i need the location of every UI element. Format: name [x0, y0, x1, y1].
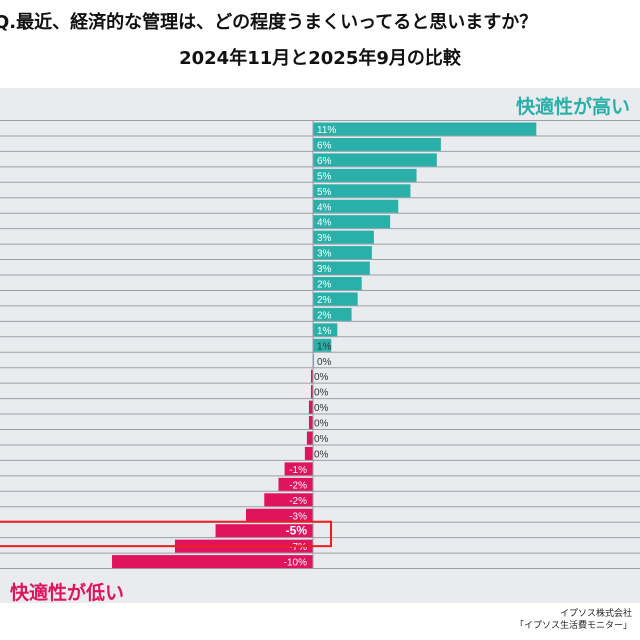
data-label: 0%: [314, 403, 329, 414]
source-note: イプソス株式会社 「イプソス生活費モニター」: [515, 608, 632, 632]
bar: [306, 431, 313, 445]
data-label: 3%: [317, 233, 332, 244]
bar: [308, 400, 313, 414]
bar: [278, 477, 313, 491]
bar: [246, 508, 313, 522]
data-label: 0%: [314, 419, 329, 430]
chart-title: Q.最近、経済的な管理は、どの程度うまくいってると思いますか？: [0, 12, 538, 33]
data-label: 1%: [317, 326, 332, 337]
bar: [112, 555, 313, 569]
data-label: 2%: [317, 310, 332, 321]
bar: [313, 277, 362, 290]
data-label: 0%: [314, 388, 329, 399]
bar: [310, 369, 313, 383]
data-label: 0%: [314, 449, 329, 460]
data-label: -1%: [289, 465, 307, 476]
label-high: 快適性が高い: [515, 96, 630, 118]
data-label: 3%: [317, 249, 332, 260]
data-label: -5%: [286, 524, 308, 538]
data-label: 3%: [317, 264, 332, 275]
bar: [313, 323, 338, 337]
bar: [310, 385, 313, 399]
bar: [313, 215, 391, 229]
bar: [284, 462, 313, 476]
chart-subtitle: 2024年11月と2025年9月の比較: [179, 48, 461, 69]
bar: [308, 416, 313, 430]
bar: [313, 338, 332, 352]
data-label: -7%: [289, 542, 307, 553]
data-label: 0%: [317, 357, 332, 368]
bar: [313, 354, 315, 368]
data-label: 11%: [317, 125, 336, 136]
data-label: -2%: [289, 496, 307, 507]
bar: [264, 493, 313, 507]
bar: [313, 153, 437, 167]
source-line2: 「イプソス生活費モニター」: [514, 621, 632, 631]
label-low: 快適性が低い: [10, 582, 125, 604]
bar: [313, 261, 370, 275]
data-label: 4%: [317, 218, 332, 229]
highlight-box: [0, 520, 332, 548]
data-label: 1%: [317, 341, 332, 352]
bar: [304, 446, 313, 460]
data-label: -10%: [284, 558, 307, 569]
bar: [215, 524, 313, 538]
data-label: 0%: [314, 372, 329, 383]
data-label: -2%: [289, 480, 307, 491]
bar: [313, 246, 372, 260]
bar: [313, 184, 411, 198]
bar: [313, 137, 441, 151]
data-label: 5%: [317, 187, 332, 198]
data-label: 6%: [317, 156, 332, 167]
bar: [313, 230, 374, 244]
data-label: 4%: [317, 202, 332, 213]
data-label: 2%: [317, 280, 332, 291]
data-label: 5%: [317, 171, 332, 182]
bar: [313, 307, 352, 321]
data-label: 0%: [314, 434, 329, 445]
bar: [313, 292, 358, 306]
bar: [313, 122, 537, 136]
bar: [313, 199, 399, 213]
bar: [313, 168, 417, 182]
source-line1: イプソス株式会社: [559, 609, 632, 619]
data-label: -3%: [289, 511, 307, 522]
data-label: 6%: [317, 140, 332, 151]
data-label: 2%: [317, 295, 332, 306]
